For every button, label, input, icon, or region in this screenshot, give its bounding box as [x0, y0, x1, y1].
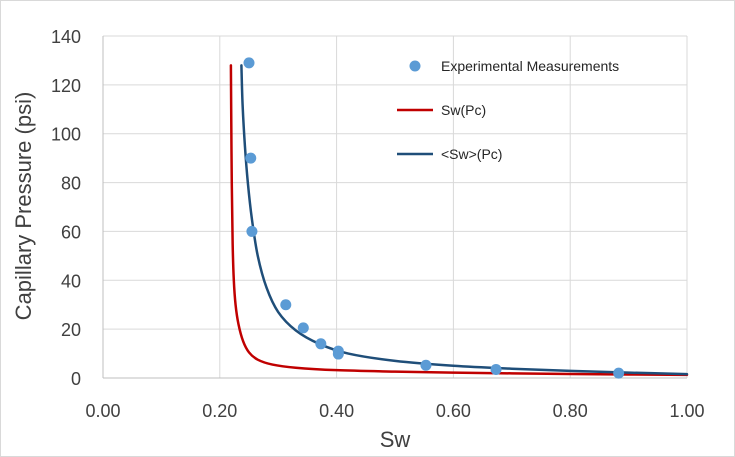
- legend-entry: Sw(Pc): [397, 102, 486, 118]
- y-axis-title: Capillary Pressure (psi): [11, 92, 36, 321]
- data-point: [315, 338, 327, 350]
- y-tick-label: 60: [61, 222, 81, 242]
- y-tick-label: 0: [71, 369, 81, 389]
- y-tick-label: 140: [51, 27, 81, 47]
- x-tick-label: 1.00: [669, 401, 704, 421]
- tick-labels: 0 20 40 60 80 100 120 140 0.00 0.20 0.40 0.60 0.80 1.…: [51, 27, 705, 421]
- y-tick-label: 40: [61, 271, 81, 291]
- data-point: [245, 152, 257, 164]
- legend-label: Sw(Pc): [441, 102, 486, 118]
- data-point: [332, 348, 344, 360]
- x-tick-label: 0.40: [319, 401, 354, 421]
- axes: [102, 36, 687, 379]
- legend-label: Experimental Measurements: [441, 58, 619, 74]
- y-tick-label: 20: [61, 320, 81, 340]
- data-point: [280, 299, 292, 311]
- data-point: [246, 225, 258, 237]
- y-tick-label: 80: [61, 174, 81, 194]
- x-tick-label: 0.00: [85, 401, 120, 421]
- y-tick-label: 100: [51, 125, 81, 145]
- x-axis-title: Sw: [380, 427, 411, 452]
- x-tick-label: 0.60: [436, 401, 471, 421]
- data-point: [297, 322, 309, 334]
- legend-entry: <Sw>(Pc): [397, 146, 502, 162]
- data-point: [243, 57, 255, 69]
- x-tick-label: 0.20: [202, 401, 237, 421]
- series-line-1: [229, 64, 689, 377]
- data-point: [490, 363, 502, 375]
- legend-label: <Sw>(Pc): [441, 146, 502, 162]
- gridlines: [103, 35, 688, 378]
- series-line-2: [240, 64, 689, 376]
- y-tick-label: 120: [51, 76, 81, 96]
- x-tick-label: 0.80: [553, 401, 588, 421]
- legend: Experimental Measurements Sw(Pc) <Sw>(Pc): [397, 58, 619, 162]
- legend-marker: [409, 60, 421, 72]
- legend-entry: Experimental Measurements: [409, 58, 619, 74]
- plot-series: [229, 57, 689, 379]
- data-point: [420, 359, 432, 371]
- data-point: [613, 367, 625, 379]
